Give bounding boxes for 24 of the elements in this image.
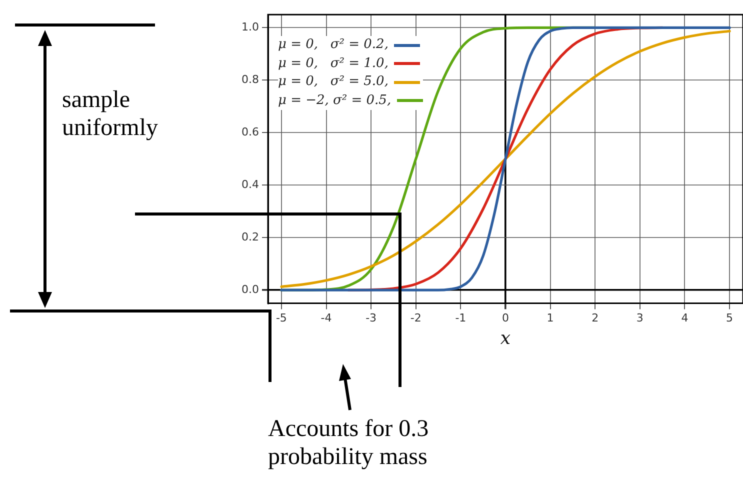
legend-label: μ = 0, σ² = 0.2, bbox=[278, 36, 388, 54]
x-tick-label: -5 bbox=[276, 312, 287, 325]
text: sample uniformly bbox=[62, 86, 159, 142]
legend-label: μ = 0, σ² = 1.0, bbox=[278, 54, 388, 72]
x-tick-label: 0 bbox=[502, 312, 509, 325]
x-tick-label: 1 bbox=[546, 312, 554, 325]
y-tick-label: 0.4 bbox=[242, 178, 259, 191]
legend-label: μ = 0, σ² = 5.0, bbox=[278, 73, 388, 91]
x-tick-label: 5 bbox=[726, 312, 734, 325]
x-tick-label: 2 bbox=[592, 312, 599, 325]
x-tick-label: 4 bbox=[681, 312, 688, 325]
x-tick-label: -4 bbox=[320, 312, 332, 325]
y-tick-label: 1.0 bbox=[242, 20, 259, 34]
y-tick-label: 0.8 bbox=[242, 73, 259, 86]
x-tick-label: -1 bbox=[455, 312, 466, 325]
x-axis-title: x bbox=[500, 328, 511, 349]
text: Accounts for 0.3 probability mass bbox=[268, 415, 430, 471]
y-tick-label: 0.0 bbox=[242, 282, 259, 296]
x-tick-label: -3 bbox=[366, 312, 377, 325]
x-tick-label: 3 bbox=[636, 312, 644, 325]
x-tick-label: -2 bbox=[410, 312, 422, 325]
y-tick-label: 0.2 bbox=[242, 230, 259, 244]
y-tick-label: 0.6 bbox=[242, 126, 259, 139]
legend-label: μ = −2, σ² = 0.5, bbox=[278, 92, 392, 110]
